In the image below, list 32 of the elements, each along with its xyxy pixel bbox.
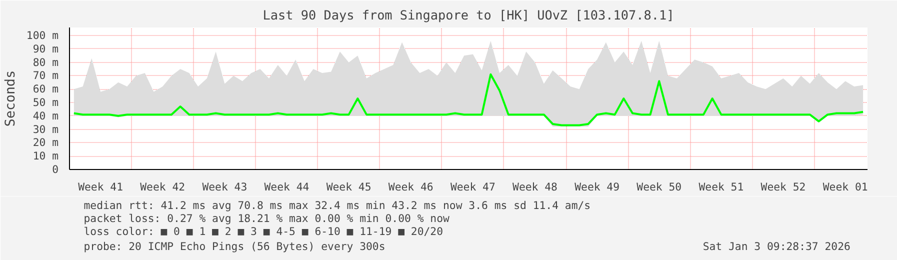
x-tick-label: Week 01	[822, 180, 868, 194]
y-tick-label: 90 m	[32, 42, 59, 56]
y-tick-label: 50 m	[32, 96, 59, 110]
text: Sat Jan 3 09:28:37 2026	[702, 240, 850, 253]
x-tick-label: Week 43	[202, 180, 248, 194]
y-tick-label: 70 m	[32, 69, 59, 82]
line-series	[72, 73, 864, 126]
x-tick-label: Week 44	[264, 180, 310, 194]
y-tick-label: 20 m	[32, 136, 59, 150]
text: median rtt: 41.2 ms avg 70.8 ms max 32.4 ms min 43.2 ms now 3.6 ms sd 11.4 am/s	[84, 199, 591, 212]
y-axis-title: Seconds	[3, 70, 18, 127]
x-tick-label: Week 51	[698, 180, 744, 194]
text: packet loss: 0.27 % avg 18.21 % max 0.00 % min 0.00 % now	[84, 212, 450, 225]
y-tick-label: 40 m	[32, 109, 59, 122]
text: loss color: ■ 0 ■ 1 ■ 2 ■ 3 ■ 4-5 ■ 6-10 ■ 11-19 ■ 20/20	[84, 225, 444, 238]
x-tick-label: Week 50	[636, 180, 682, 194]
y-tick-label: 30 m	[32, 122, 59, 136]
x-tick-label: Week 41	[78, 180, 123, 194]
x-tick-label: Week 48	[512, 180, 558, 194]
text: probe: 20 ICMP Echo Pings (56 Bytes) every 300s	[84, 240, 386, 253]
y-tick-label: 80 m	[32, 56, 59, 69]
chart-title: Last 90 Days from Singapore to [HK] UOvZ [103.107.8.1]	[262, 8, 674, 22]
y-tick-label: 10 m	[32, 150, 59, 163]
x-tick-label: Week 52	[760, 180, 806, 194]
x-tick-label: Week 46	[388, 180, 434, 194]
y-tick-label: 100 m	[26, 29, 58, 42]
x-tick-label: Week 47	[450, 180, 496, 194]
x-tick-label: Week 49	[574, 180, 620, 194]
x-tick-label: Week 45	[326, 180, 372, 194]
x-tick-label: Week 42	[140, 180, 186, 194]
y-tick-label: 60 m	[32, 82, 59, 96]
y-tick-label: 0	[52, 163, 59, 176]
